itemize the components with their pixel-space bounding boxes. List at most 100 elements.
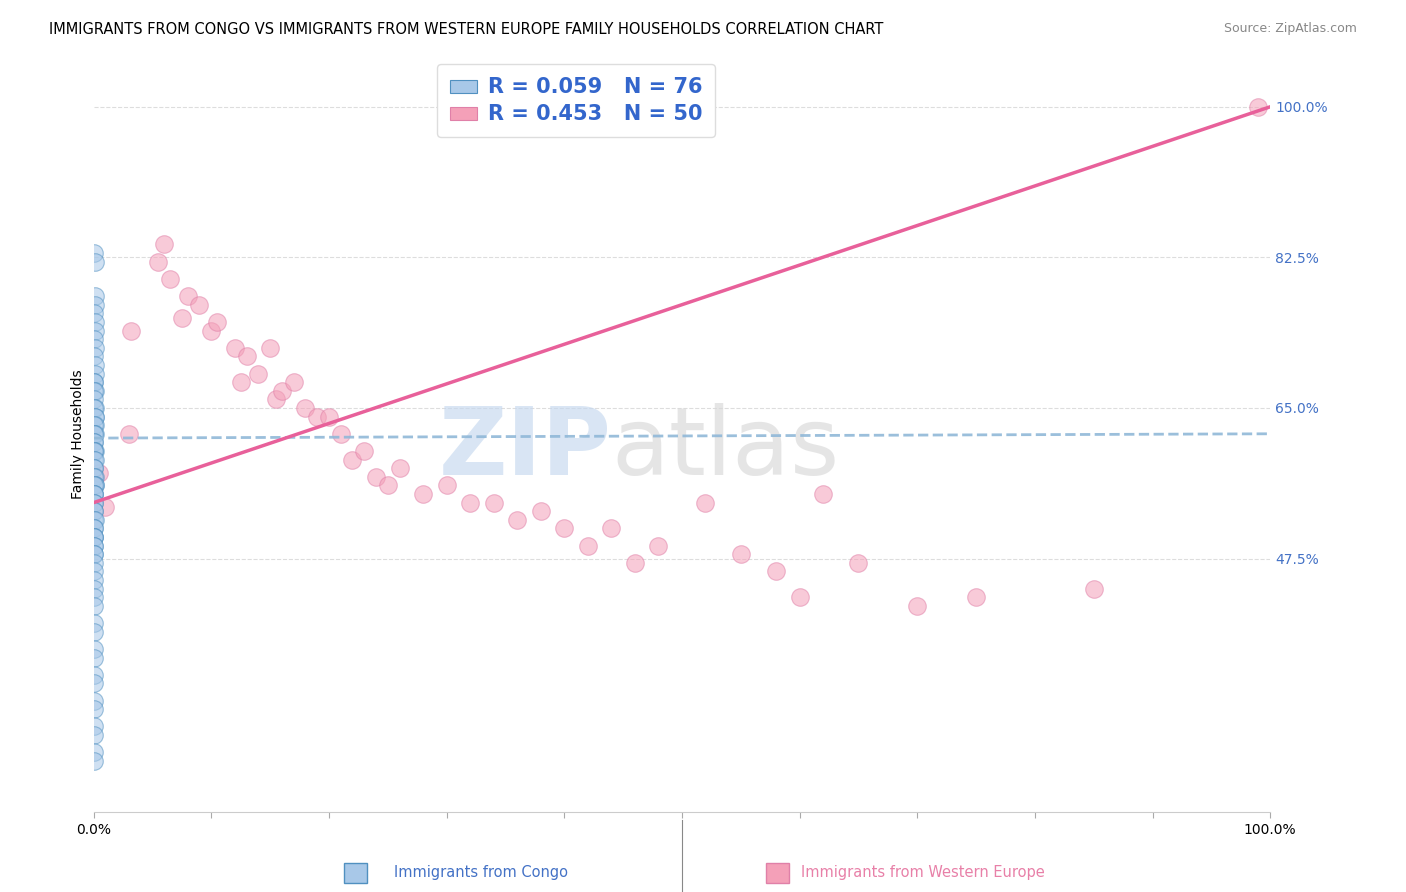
Point bbox=[83, 591, 105, 605]
Point bbox=[84, 478, 107, 492]
Point bbox=[83, 495, 105, 509]
Point bbox=[848, 556, 870, 570]
Point bbox=[83, 306, 105, 320]
Point bbox=[153, 237, 176, 252]
Point bbox=[458, 495, 481, 509]
Point bbox=[83, 401, 105, 415]
Point bbox=[83, 461, 105, 475]
Point bbox=[83, 573, 105, 587]
Point bbox=[83, 375, 105, 389]
Point bbox=[965, 591, 987, 605]
Point bbox=[329, 426, 352, 441]
Point bbox=[94, 500, 117, 514]
Point bbox=[83, 401, 105, 415]
Point bbox=[83, 582, 105, 596]
Point bbox=[83, 324, 105, 338]
Text: Immigrants from Western Europe: Immigrants from Western Europe bbox=[801, 865, 1045, 880]
Point bbox=[177, 289, 200, 303]
Point bbox=[83, 315, 105, 329]
Point bbox=[83, 426, 105, 441]
Point bbox=[235, 349, 257, 363]
Point bbox=[412, 487, 434, 501]
Point bbox=[283, 375, 305, 389]
Point bbox=[530, 504, 553, 518]
Point bbox=[83, 513, 105, 527]
Point bbox=[83, 487, 105, 501]
Point bbox=[83, 521, 105, 535]
Point bbox=[229, 375, 252, 389]
Point bbox=[200, 324, 222, 338]
Point bbox=[83, 384, 105, 398]
Point bbox=[83, 693, 105, 707]
Point bbox=[83, 495, 105, 509]
Point bbox=[83, 719, 105, 733]
Point bbox=[83, 341, 105, 355]
Point bbox=[83, 358, 105, 372]
Point bbox=[83, 504, 105, 518]
Point bbox=[83, 254, 105, 268]
Point bbox=[83, 392, 105, 407]
Point bbox=[83, 565, 105, 579]
Point bbox=[83, 444, 105, 458]
Point bbox=[83, 444, 105, 458]
Point bbox=[83, 547, 105, 561]
Point bbox=[730, 547, 752, 561]
Point bbox=[353, 444, 375, 458]
Point bbox=[83, 504, 105, 518]
Point bbox=[83, 556, 105, 570]
Point bbox=[83, 642, 105, 657]
Point bbox=[83, 478, 105, 492]
Point bbox=[83, 513, 105, 527]
Point bbox=[83, 470, 105, 484]
Point bbox=[695, 495, 717, 509]
Point bbox=[364, 470, 387, 484]
Point bbox=[83, 409, 105, 424]
Point bbox=[377, 478, 399, 492]
Point bbox=[83, 452, 105, 467]
Text: Immigrants from Congo: Immigrants from Congo bbox=[394, 865, 568, 880]
Point bbox=[159, 272, 181, 286]
Point bbox=[1083, 582, 1105, 596]
Point bbox=[83, 470, 105, 484]
Point bbox=[318, 409, 340, 424]
Point bbox=[83, 452, 105, 467]
Point bbox=[118, 426, 141, 441]
Point bbox=[307, 409, 329, 424]
Point bbox=[188, 298, 211, 312]
Point bbox=[83, 667, 105, 681]
Point bbox=[624, 556, 647, 570]
Text: atlas: atlas bbox=[612, 403, 839, 495]
Point bbox=[270, 384, 292, 398]
Point bbox=[84, 367, 107, 381]
Point bbox=[83, 332, 105, 346]
Point bbox=[83, 650, 105, 665]
Point bbox=[83, 616, 105, 631]
Text: ZIP: ZIP bbox=[439, 403, 612, 495]
Point bbox=[553, 521, 575, 535]
Point bbox=[83, 599, 105, 613]
Point bbox=[83, 426, 105, 441]
Point bbox=[905, 599, 928, 613]
Text: Source: ZipAtlas.com: Source: ZipAtlas.com bbox=[1223, 22, 1357, 36]
Point bbox=[259, 341, 281, 355]
Point bbox=[1247, 100, 1270, 114]
Point bbox=[83, 418, 105, 433]
Point bbox=[83, 426, 105, 441]
Point bbox=[170, 310, 193, 325]
Point bbox=[600, 521, 623, 535]
Point bbox=[342, 452, 364, 467]
Point bbox=[789, 591, 811, 605]
Point bbox=[83, 246, 105, 260]
Y-axis label: Family Households: Family Households bbox=[72, 369, 86, 499]
Point bbox=[83, 375, 105, 389]
Point bbox=[482, 495, 505, 509]
Point bbox=[83, 435, 105, 450]
Point bbox=[83, 624, 105, 639]
Point bbox=[84, 409, 107, 424]
Point bbox=[83, 435, 105, 450]
Point bbox=[83, 349, 105, 363]
Point bbox=[83, 754, 105, 768]
Point bbox=[811, 487, 834, 501]
Point bbox=[83, 539, 105, 553]
Point bbox=[120, 324, 142, 338]
